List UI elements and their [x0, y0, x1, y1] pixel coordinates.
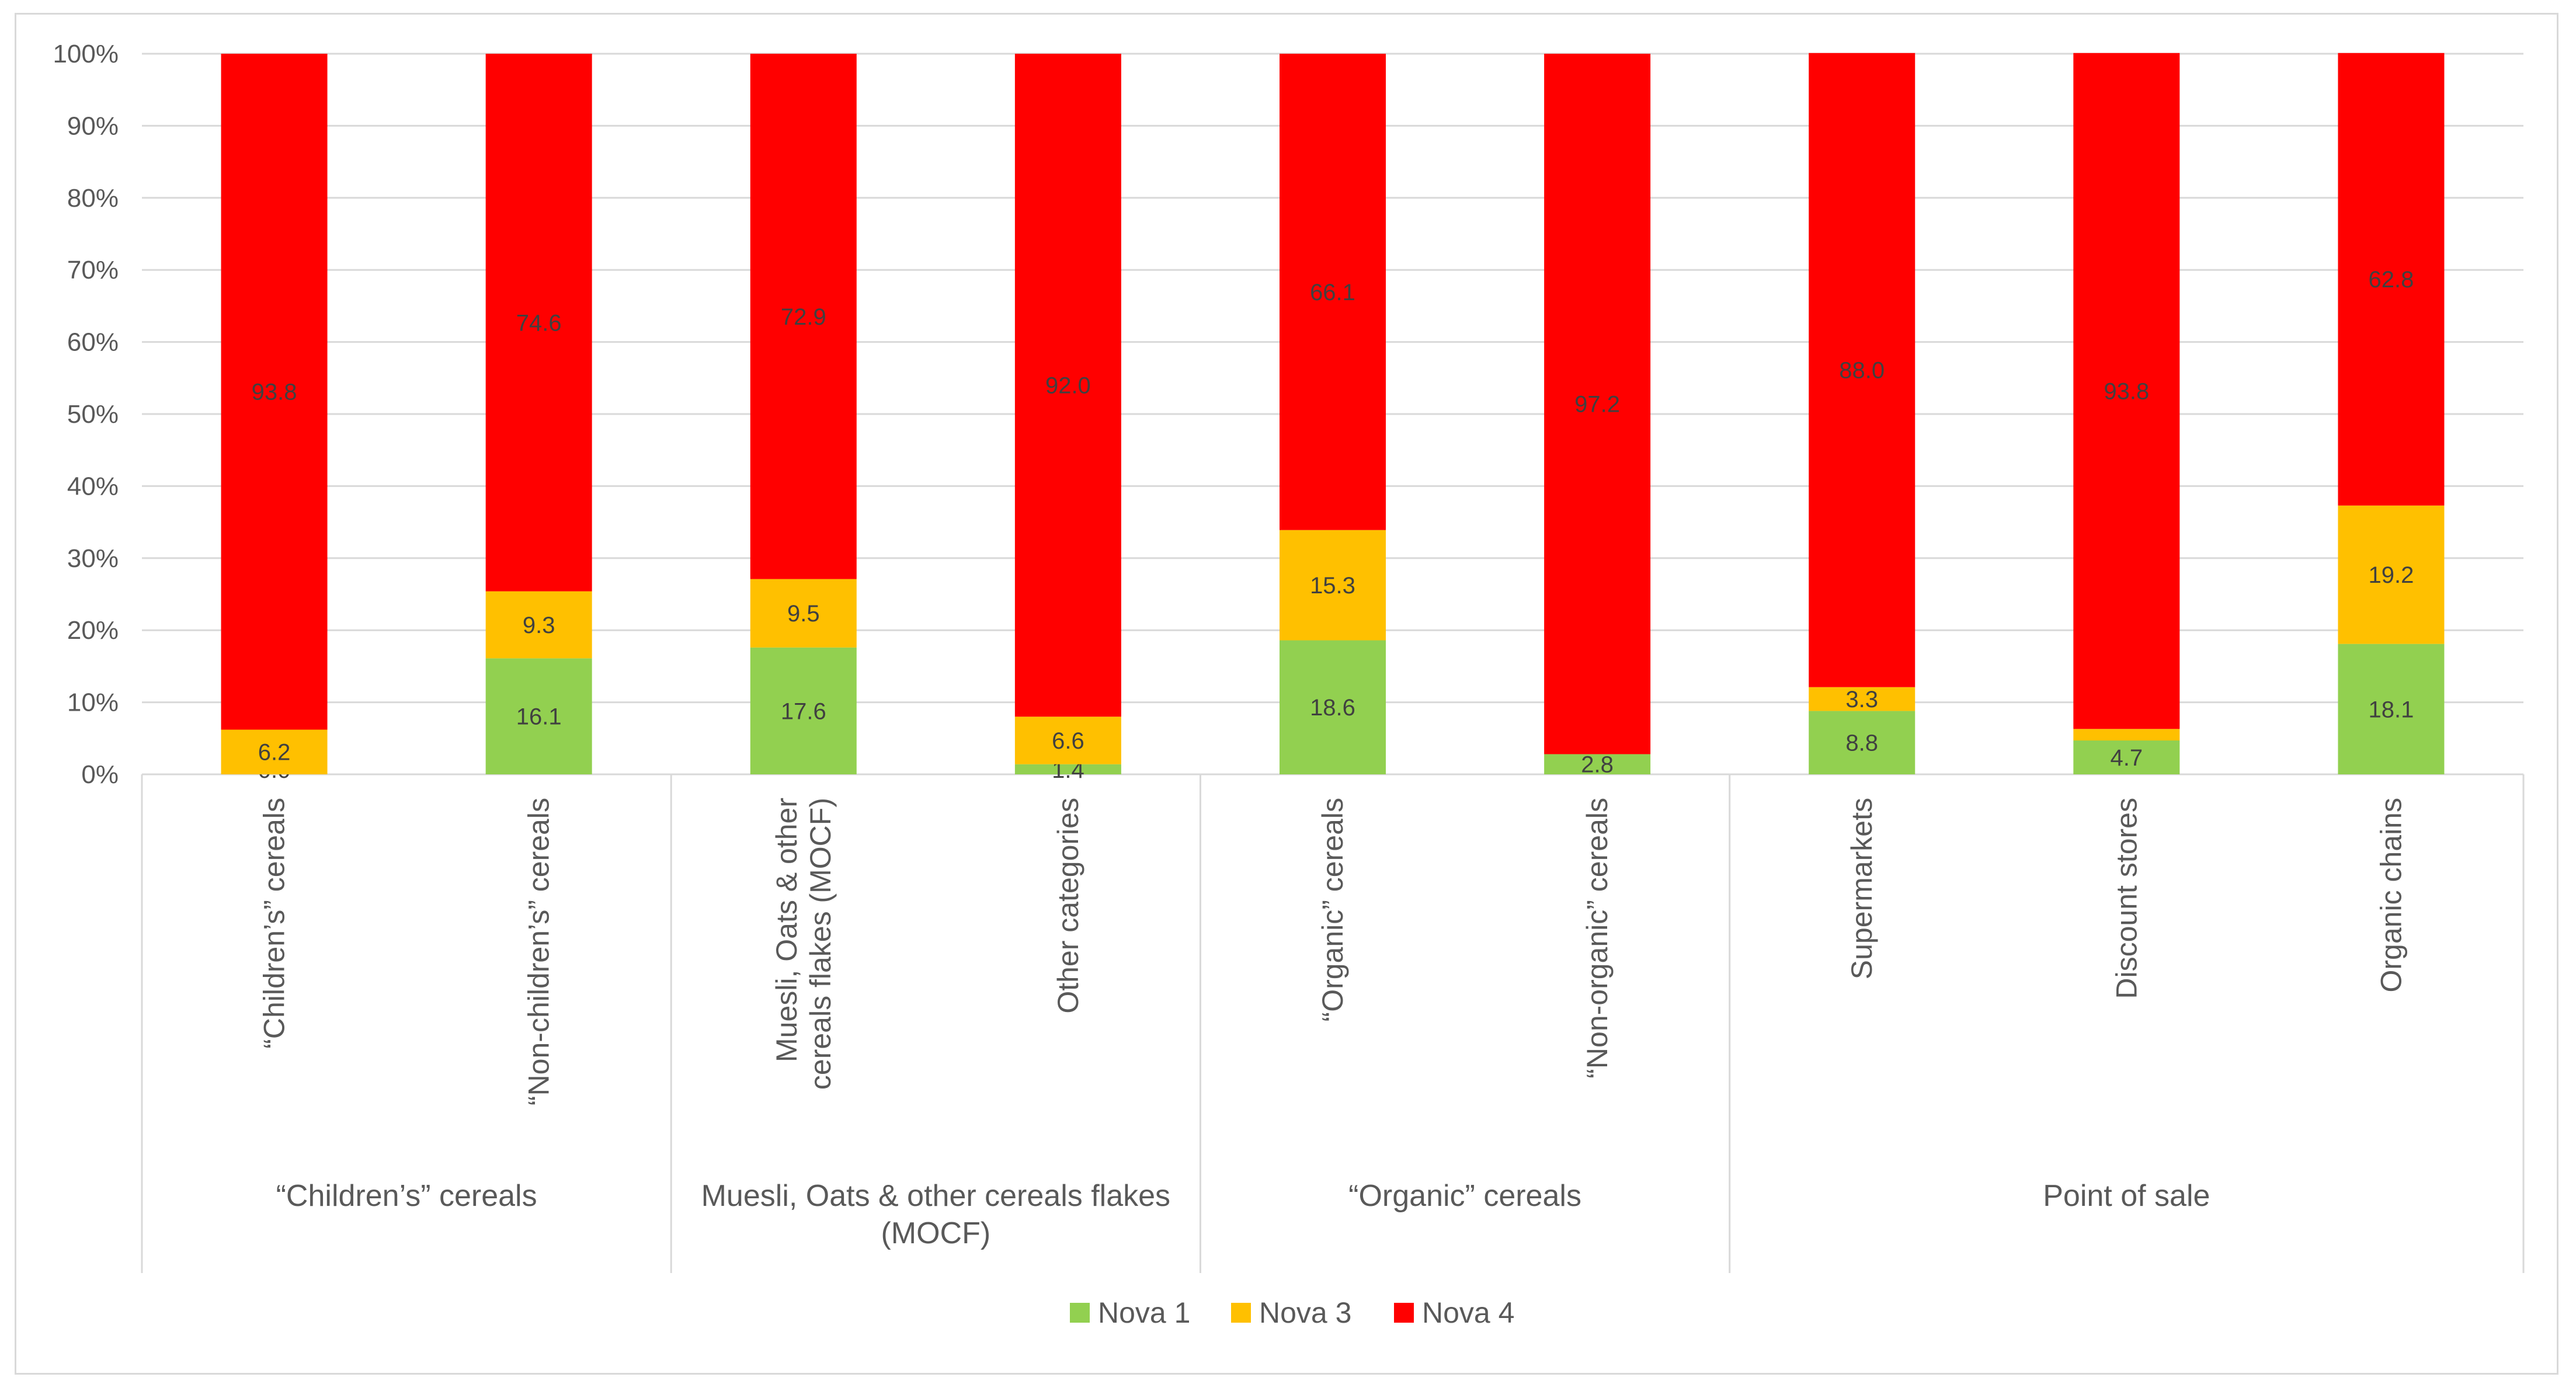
category-label: Muesli, Oats & other [770, 798, 803, 1062]
bar-nova-3 [1014, 717, 1121, 764]
data-label: 74.6 [516, 310, 562, 336]
bar-nova-1 [1014, 764, 1121, 774]
bar-nova-3 [1809, 687, 1916, 711]
data-label: 97.2 [1574, 392, 1620, 418]
category-label: “Children’s” cereals [258, 798, 291, 1049]
bar-nova-1 [485, 658, 592, 774]
legend-label: Nova 3 [1259, 1296, 1351, 1329]
category-label: cereals flakes (MOCF) [804, 798, 837, 1090]
y-tick-label: 50% [67, 400, 119, 429]
category-label: Discount stores [2110, 798, 2143, 999]
y-tick-label: 70% [67, 256, 119, 284]
category-label: “Organic” cereals [1316, 798, 1349, 1021]
data-label: 72.9 [781, 304, 826, 330]
data-label: 3.3 [1845, 687, 1878, 712]
data-label: 93.8 [252, 380, 297, 405]
y-tick-label: 60% [67, 328, 119, 357]
group-label: Point of sale [2043, 1179, 2210, 1213]
data-label: 9.3 [523, 613, 555, 638]
bar-nova-4 [2073, 53, 2180, 729]
legend-label: Nova 1 [1098, 1296, 1190, 1329]
bar-nova-4 [1809, 53, 1916, 687]
bar-nova-3 [221, 729, 328, 774]
legend-label: Nova 4 [1422, 1296, 1514, 1329]
bar-nova-1 [1280, 640, 1386, 774]
legend-swatch [1070, 1303, 1090, 1323]
y-tick-label: 0% [81, 760, 119, 789]
bar-nova-4 [1280, 54, 1386, 530]
bar-nova-1 [1544, 754, 1651, 774]
y-tick-label: 80% [67, 184, 119, 213]
data-label: 93.8 [2104, 379, 2149, 405]
data-label: 62.8 [2369, 267, 2414, 293]
legend-swatch [1394, 1303, 1414, 1323]
data-label: 66.1 [1310, 280, 1355, 305]
group-label: (MOCF) [881, 1216, 990, 1250]
data-label: 92.0 [1045, 373, 1091, 399]
bar-nova-3 [485, 591, 592, 659]
category-label: Supermarkets [1845, 798, 1878, 979]
y-tick-label: 30% [67, 544, 119, 573]
y-tick-label: 40% [67, 472, 119, 500]
data-label: 6.2 [258, 740, 291, 766]
y-tick-label: 20% [67, 616, 119, 645]
group-label: “Organic” cereals [1348, 1179, 1581, 1213]
data-label: 15.3 [1310, 573, 1355, 599]
bar-nova-4 [221, 54, 328, 730]
bar-nova-1 [750, 647, 857, 774]
group-label: “Children’s” cereals [276, 1179, 537, 1213]
bar-nova-3 [2073, 729, 2180, 741]
y-tick-label: 90% [67, 112, 119, 140]
data-label: 4.7 [2111, 745, 2143, 771]
bar-nova-1 [1809, 711, 1916, 774]
y-tick-label: 10% [67, 688, 119, 717]
bar-nova-3 [750, 579, 857, 648]
bar-nova-4 [1014, 54, 1121, 717]
data-label: 18.1 [2369, 697, 2414, 722]
category-label: Organic chains [2375, 798, 2407, 993]
data-label: 6.6 [1052, 728, 1084, 754]
bar-nova-1 [2073, 740, 2180, 774]
data-label: 8.8 [1845, 731, 1878, 756]
bar-nova-4 [2338, 53, 2445, 506]
data-label: 18.6 [1310, 695, 1355, 721]
data-label: 88.0 [1839, 358, 1885, 384]
category-label: Other categories [1052, 798, 1084, 1014]
bar-nova-3 [1280, 530, 1386, 641]
data-label: 9.5 [787, 601, 820, 627]
data-label: 17.6 [781, 698, 826, 724]
legend-swatch [1231, 1303, 1251, 1323]
data-label: 19.2 [2369, 562, 2414, 588]
group-label: Muesli, Oats & other cereals flakes [701, 1179, 1170, 1213]
bar-nova-4 [1544, 54, 1651, 754]
bar-nova-4 [485, 54, 592, 592]
category-label: “Non-children’s” cereals [523, 798, 555, 1105]
bar-nova-1 [2338, 644, 2445, 774]
bar-nova-4 [750, 54, 857, 579]
category-label: “Non-organic” cereals [1581, 798, 1614, 1079]
y-tick-label: 100% [53, 40, 119, 68]
data-label: 2.8 [1581, 752, 1614, 778]
bar-nova-3 [2338, 505, 2445, 644]
data-label: 16.1 [516, 704, 562, 730]
